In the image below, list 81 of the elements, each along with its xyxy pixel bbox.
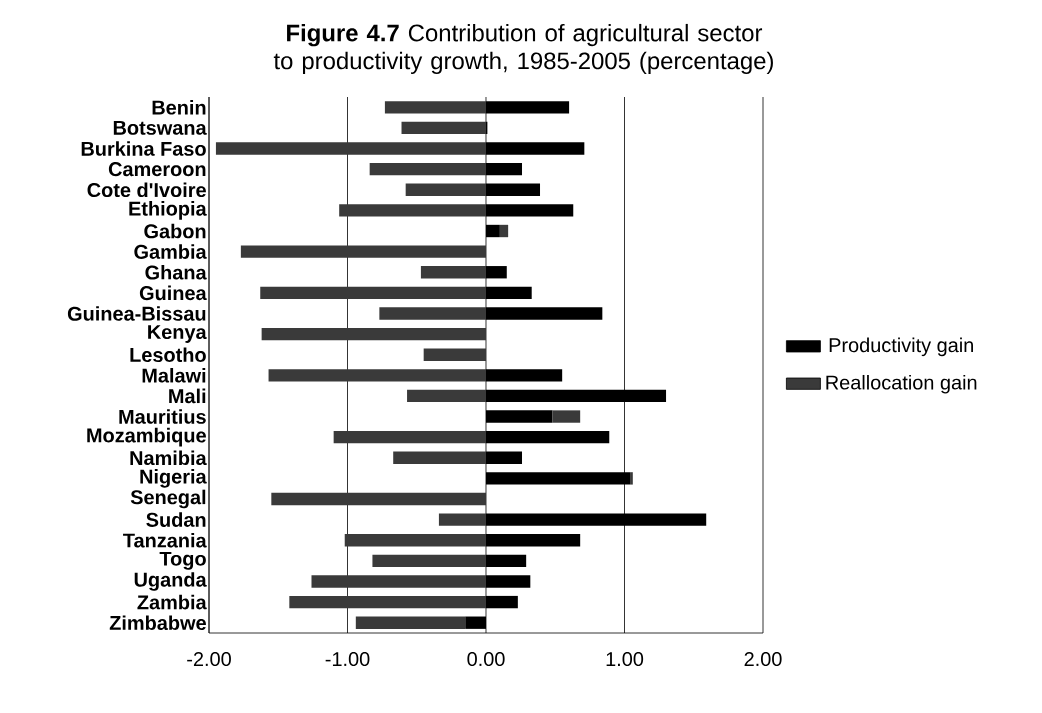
y-tick-label: Senegal: [130, 489, 206, 509]
bar: [486, 101, 570, 114]
bar: [215, 142, 486, 155]
bar: [486, 430, 610, 444]
y-tick-label: Gambia: [134, 244, 207, 259]
bar: [311, 575, 486, 588]
bar: [268, 369, 486, 382]
y-tick-label: Namibia: [130, 450, 207, 466]
bar: [420, 266, 486, 279]
y-tick-label: Tanzania: [123, 532, 207, 548]
y-tick-label: Guinea: [139, 285, 207, 301]
y-tick-label: Mozambique: [87, 427, 206, 447]
bar: [486, 266, 507, 279]
bar: [401, 121, 486, 135]
bar: [486, 183, 541, 196]
x-tick-label: 1.00: [606, 652, 644, 667]
bar: [260, 286, 486, 300]
y-tick-label: Botswana: [113, 120, 207, 135]
y-tick-label: Sudan: [146, 512, 206, 527]
y-tick-label: Cote d'Ivoire: [87, 182, 206, 198]
bar: [423, 348, 486, 361]
y-tick-label: Ghana: [145, 264, 207, 280]
bar: [261, 327, 486, 341]
bar: [486, 162, 523, 176]
x-tick-label: -1.00: [325, 652, 370, 667]
x-tick-label: 2.00: [744, 652, 782, 667]
bar: [486, 595, 518, 609]
bar: [379, 307, 486, 320]
y-tick-label: Malawi: [142, 368, 206, 383]
bar: [486, 142, 585, 155]
bar: [405, 183, 486, 196]
bar: [499, 224, 509, 238]
bar: [486, 575, 531, 588]
y-tick-label: Guinea-Bissau: [67, 306, 206, 321]
y-tick-label: Nigeria: [140, 469, 207, 488]
bar: [393, 451, 486, 464]
y-tick-label: Ethiopia: [129, 201, 207, 220]
bar: [339, 204, 486, 217]
bar: [271, 492, 486, 506]
bar: [438, 513, 486, 526]
y-tick-label: Gabon: [144, 223, 206, 239]
bar: [486, 451, 523, 464]
legend-label: Productivity gain: [829, 337, 973, 357]
y-tick-label: Cameroon: [108, 162, 206, 177]
bar: [486, 369, 563, 382]
bar: [407, 389, 486, 403]
bar: [486, 224, 500, 238]
bar: [486, 554, 527, 568]
y-tick-label: Zambia: [137, 594, 207, 610]
bar: [333, 430, 486, 444]
y-tick-label: Zimbabwe: [109, 615, 206, 631]
bar: [630, 472, 633, 485]
bar: [289, 595, 486, 609]
bar: [369, 162, 486, 176]
x-tick-label: 0.00: [467, 652, 505, 667]
y-tick-label: Lesotho: [130, 347, 206, 363]
bar: [240, 245, 486, 258]
bar: [552, 410, 581, 423]
bar: [486, 286, 532, 300]
x-tick-label: -2.00: [187, 652, 231, 667]
y-tick-label: Kenya: [148, 325, 207, 343]
bar: [384, 101, 486, 114]
y-tick-label: Burkina Faso: [81, 141, 206, 156]
bar: [486, 389, 667, 403]
y-tick-label: Togo: [159, 551, 206, 570]
bar: [486, 472, 631, 485]
y-tick-label: Mauritius: [119, 409, 206, 424]
bar: [486, 307, 603, 320]
bar: [486, 204, 574, 217]
y-tick-label: Mali: [169, 388, 206, 404]
bar: [465, 616, 486, 629]
chart-title: Figure 4.7 Contribution of agricultural sector to productivity growth, 1985-2005 (percentage): [273, 23, 773, 75]
y-tick-label: Benin: [152, 100, 206, 115]
bar: [486, 410, 553, 423]
legend-label: Reallocation gain: [826, 374, 977, 394]
bar: [355, 616, 466, 629]
bar: [486, 513, 707, 526]
bar: [486, 534, 581, 547]
y-tick-label: Uganda: [134, 572, 207, 591]
bar: [372, 554, 486, 568]
bar: [344, 534, 486, 547]
